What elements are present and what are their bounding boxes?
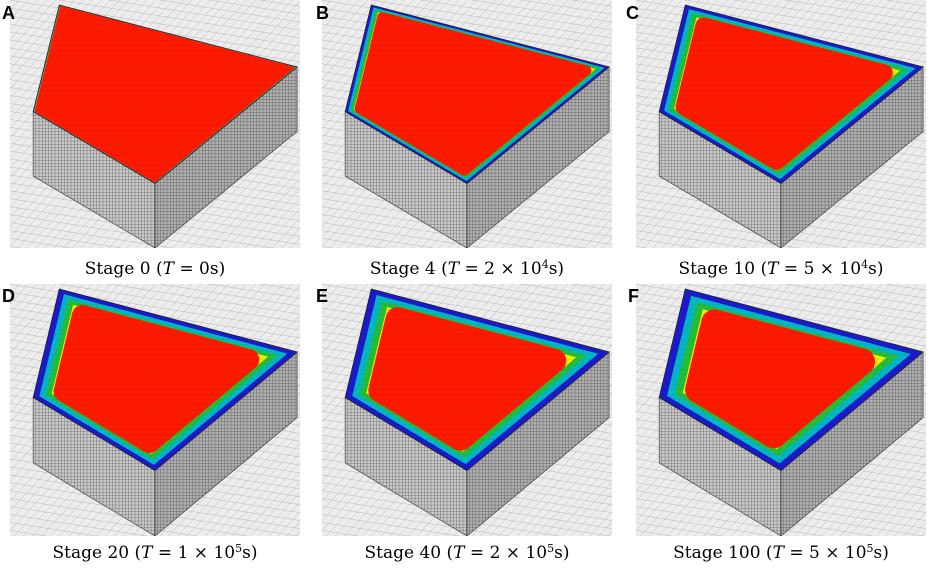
panel-a-render <box>10 0 300 248</box>
panel-letter: F <box>628 286 639 306</box>
panel-caption: Stage 4 (T = 2 × 104s) <box>369 258 565 279</box>
panel-letter: A <box>2 3 15 23</box>
caption-stage: Stage 40 <box>364 543 442 563</box>
caption-time-mantissa: 2 <box>489 543 501 563</box>
panel-caption: Stage 100 (T = 5 × 105s) <box>673 542 889 563</box>
caption-exponent: 4 <box>541 258 549 271</box>
caption-time-variable: T <box>141 543 153 563</box>
caption-stage: Stage 0 <box>84 259 151 279</box>
panel-a <box>10 0 300 248</box>
caption-stage: Stage 100 <box>673 543 761 563</box>
caption-exponent: 5 <box>235 542 243 555</box>
caption-base: 10 <box>525 543 548 563</box>
panel-caption: Stage 40 (T = 2 × 105s) <box>364 542 570 563</box>
caption-unit: s <box>548 259 558 279</box>
caption-equals: = <box>459 259 485 279</box>
panel-b-render <box>322 0 612 248</box>
caption-equals: = <box>152 543 178 563</box>
caption-time-variable: T <box>772 543 784 563</box>
caption-equals: = <box>783 543 809 563</box>
caption-times-sign: × <box>500 543 526 563</box>
caption-equals: = <box>173 259 200 279</box>
caption-time-value: 0s <box>199 259 219 279</box>
caption-equals: = <box>778 259 804 279</box>
caption-time-variable: T <box>767 259 779 279</box>
caption-base: 10 <box>520 259 542 279</box>
caption-time-mantissa: 2 <box>484 259 495 279</box>
caption-times-sign: × <box>188 543 214 563</box>
caption-time-variable: T <box>162 259 174 279</box>
caption-unit: s <box>868 259 877 279</box>
caption-exponent: 4 <box>861 258 869 271</box>
caption-stage: Stage 4 <box>369 259 436 279</box>
panel-letter: D <box>2 286 15 306</box>
caption-time-mantissa: 1 <box>177 543 189 563</box>
panel-d-render <box>10 284 300 536</box>
panel-letter: E <box>316 286 329 306</box>
caption-time-mantissa: 5 <box>808 543 820 563</box>
caption-unit: s <box>242 543 251 563</box>
caption-time-mantissa: 5 <box>803 259 815 279</box>
panel-letter: B <box>316 3 329 23</box>
caption-exponent: 5 <box>866 542 874 555</box>
panel-c <box>636 0 926 248</box>
caption-exponent: 5 <box>547 542 555 555</box>
panel-caption: Stage 0 (T = 0s) <box>84 259 226 279</box>
caption-base: 10 <box>844 543 867 563</box>
caption-times-sign: × <box>814 259 840 279</box>
caption-unit: s <box>554 543 563 563</box>
caption-time-variable: T <box>453 543 465 563</box>
panel-c-render <box>636 0 926 248</box>
caption-stage: Stage 10 <box>678 259 756 279</box>
panel-b <box>322 0 612 248</box>
caption-base: 10 <box>213 543 236 563</box>
caption-base: 10 <box>839 259 862 279</box>
panel-e-render <box>322 284 612 536</box>
panel-caption: Stage 20 (T = 1 × 105s) <box>52 542 258 563</box>
caption-unit: s <box>873 543 883 563</box>
panel-f <box>636 284 926 536</box>
caption-equals: = <box>464 543 490 563</box>
panel-e <box>322 284 612 536</box>
panel-letter: C <box>626 3 639 23</box>
caption-time-variable: T <box>447 259 460 279</box>
panel-f-render <box>636 284 926 536</box>
panel-caption: Stage 10 (T = 5 × 104s) <box>678 258 884 279</box>
caption-stage: Stage 20 <box>52 543 130 563</box>
caption-times-sign: × <box>494 259 521 279</box>
panel-d <box>10 284 300 536</box>
caption-times-sign: × <box>819 543 845 563</box>
